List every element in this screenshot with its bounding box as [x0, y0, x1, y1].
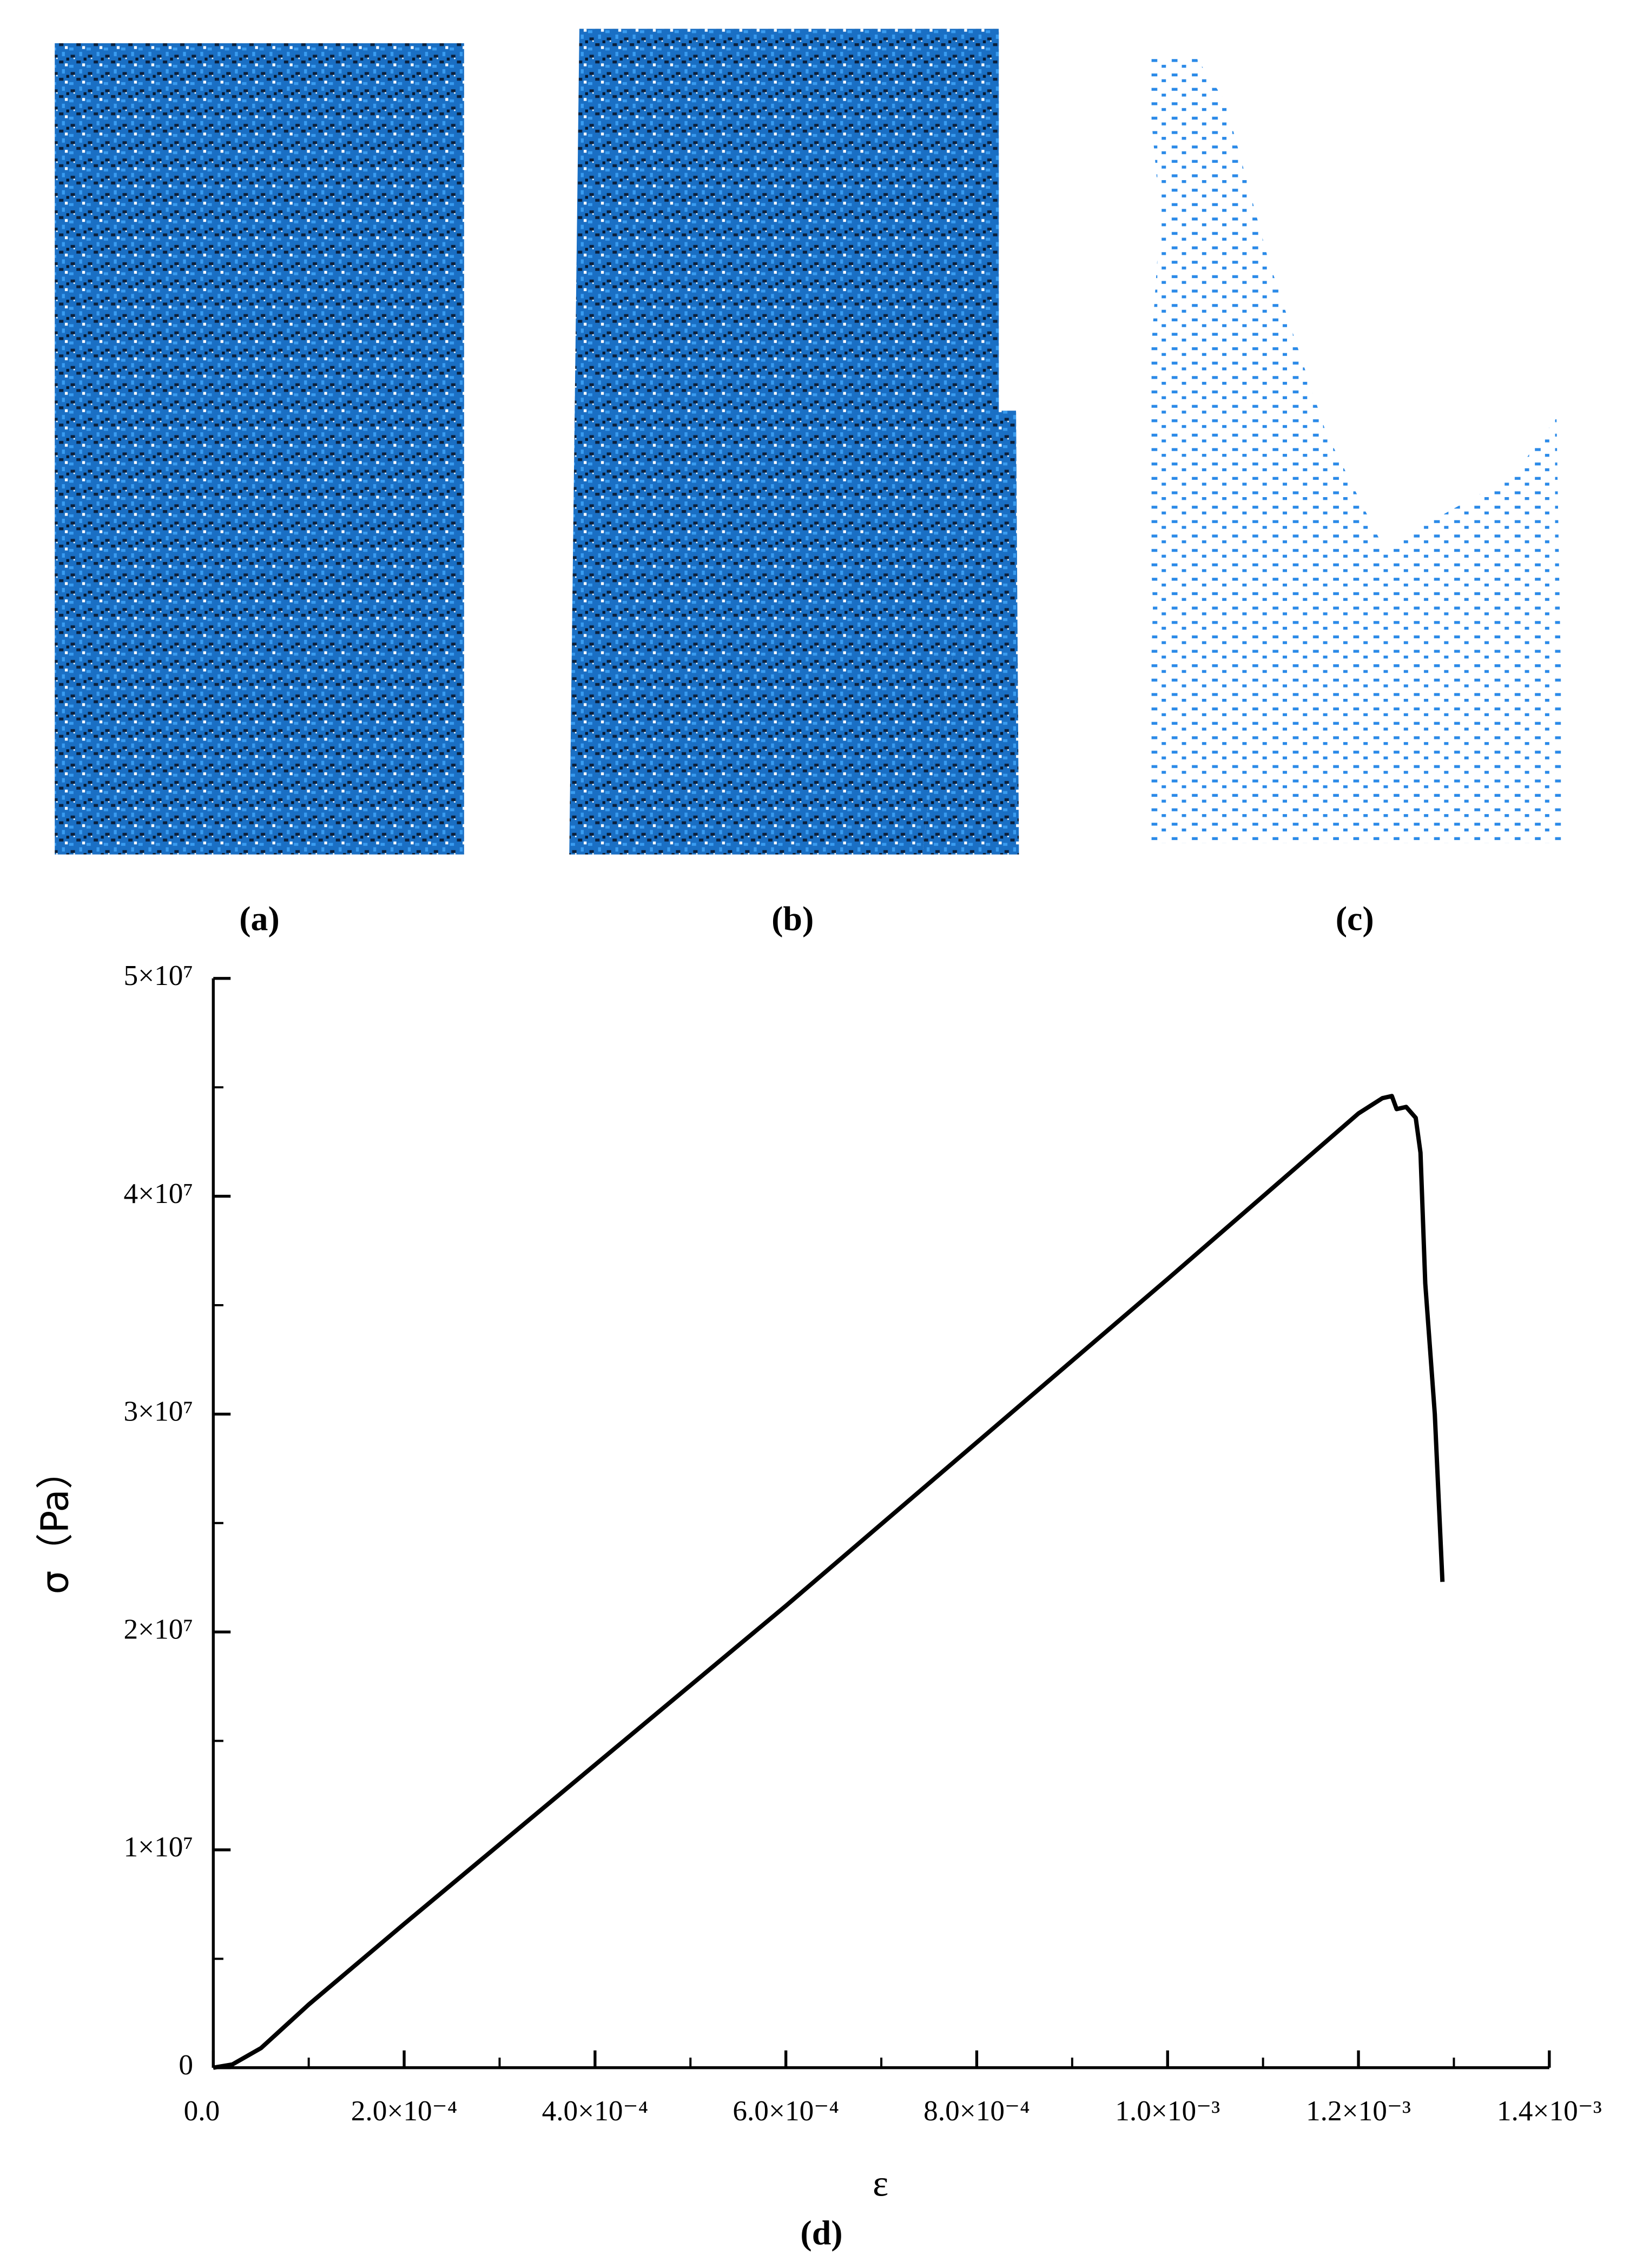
x-tick-label: 1.0×10⁻³	[1115, 2095, 1220, 2127]
y-tick-label: 2×10⁷	[123, 1613, 193, 1645]
x-tick-label: 0.0	[184, 2095, 220, 2127]
y-axis-label: σ（Pa）	[34, 1452, 77, 1594]
panel-label: (a)	[239, 900, 280, 938]
y-tick-label: 5×10⁷	[123, 960, 193, 991]
x-tick-label: 1.4×10⁻³	[1497, 2095, 1602, 2127]
stress-strain-line	[213, 1094, 1445, 2070]
x-tick-label: 6.0×10⁻⁴	[733, 2095, 839, 2127]
particle-model-a	[55, 43, 464, 855]
y-tick-label: 4×10⁷	[123, 1178, 193, 1209]
particle-model-b	[569, 29, 999, 855]
panel-label: (d)	[800, 2213, 842, 2252]
x-tick-label: 2.0×10⁻⁴	[351, 2095, 458, 2127]
panel-label: (b)	[771, 900, 814, 938]
y-tick-label: 1×10⁷	[123, 1831, 193, 1863]
x-tick-label: 1.2×10⁻³	[1306, 2095, 1411, 2127]
crack-distribution-c	[1145, 57, 1564, 843]
x-tick-label: 8.0×10⁻⁴	[923, 2095, 1030, 2127]
chart: 0 1×10⁷ 2×10⁷ 3×10⁷ 4×10⁷ 5×10⁷ 0.0 2.0×10⁻⁴ 4.0…	[34, 960, 1602, 2252]
x-axis-label: ε	[873, 2163, 888, 2204]
y-tick-label: 0	[179, 2049, 193, 2081]
x-tick-label: 4.0×10⁻⁴	[542, 2095, 649, 2127]
particle-model-b-fragment	[922, 29, 1019, 855]
y-tick-label: 3×10⁷	[123, 1396, 193, 1427]
panel-label: (c)	[1336, 900, 1374, 938]
